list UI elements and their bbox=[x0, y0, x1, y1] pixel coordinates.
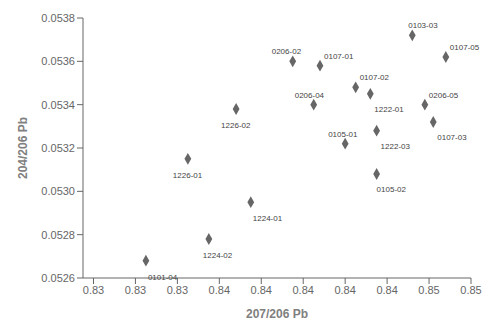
svg-text:0206-02: 0206-02 bbox=[272, 47, 302, 56]
svg-text:0206-05: 0206-05 bbox=[429, 91, 459, 100]
svg-text:1222-03: 1222-03 bbox=[381, 142, 411, 151]
svg-text:0.83: 0.83 bbox=[125, 284, 146, 296]
svg-text:0107-03: 0107-03 bbox=[437, 133, 467, 142]
svg-text:0105-01: 0105-01 bbox=[328, 130, 358, 139]
svg-text:0.83: 0.83 bbox=[167, 284, 188, 296]
svg-text:0.0534: 0.0534 bbox=[41, 99, 75, 111]
svg-text:204/206 Pb: 204/206 Pb bbox=[16, 117, 30, 179]
svg-text:1224-02: 1224-02 bbox=[203, 251, 233, 260]
svg-text:0.0530: 0.0530 bbox=[41, 185, 75, 197]
svg-text:0.83: 0.83 bbox=[83, 284, 104, 296]
svg-text:0.0526: 0.0526 bbox=[41, 272, 75, 284]
svg-text:0.84: 0.84 bbox=[209, 284, 230, 296]
svg-text:1226-01: 1226-01 bbox=[173, 171, 203, 180]
svg-text:0101-04: 0101-04 bbox=[148, 273, 178, 282]
svg-text:0.0538: 0.0538 bbox=[41, 12, 75, 24]
svg-text:1222-01: 1222-01 bbox=[374, 105, 404, 114]
svg-text:1226-02: 1226-02 bbox=[221, 121, 251, 130]
svg-text:0.84: 0.84 bbox=[376, 284, 397, 296]
svg-text:0.85: 0.85 bbox=[418, 284, 439, 296]
svg-text:0.84: 0.84 bbox=[251, 284, 272, 296]
svg-text:0.85: 0.85 bbox=[460, 284, 481, 296]
svg-text:0107-01: 0107-01 bbox=[324, 52, 354, 61]
svg-text:1224-01: 1224-01 bbox=[253, 214, 283, 223]
svg-text:0107-02: 0107-02 bbox=[360, 73, 390, 82]
svg-text:0103-03: 0103-03 bbox=[408, 21, 438, 30]
svg-text:0.0532: 0.0532 bbox=[41, 142, 75, 154]
svg-text:0206-04: 0206-04 bbox=[295, 91, 325, 100]
svg-text:0.84: 0.84 bbox=[293, 284, 314, 296]
svg-text:0107-05: 0107-05 bbox=[450, 43, 480, 52]
svg-text:207/206 Pb: 207/206 Pb bbox=[246, 307, 308, 321]
svg-text:0105-02: 0105-02 bbox=[377, 185, 407, 194]
svg-text:0.0528: 0.0528 bbox=[41, 229, 75, 241]
svg-text:0.84: 0.84 bbox=[334, 284, 355, 296]
svg-text:0.0536: 0.0536 bbox=[41, 55, 75, 67]
